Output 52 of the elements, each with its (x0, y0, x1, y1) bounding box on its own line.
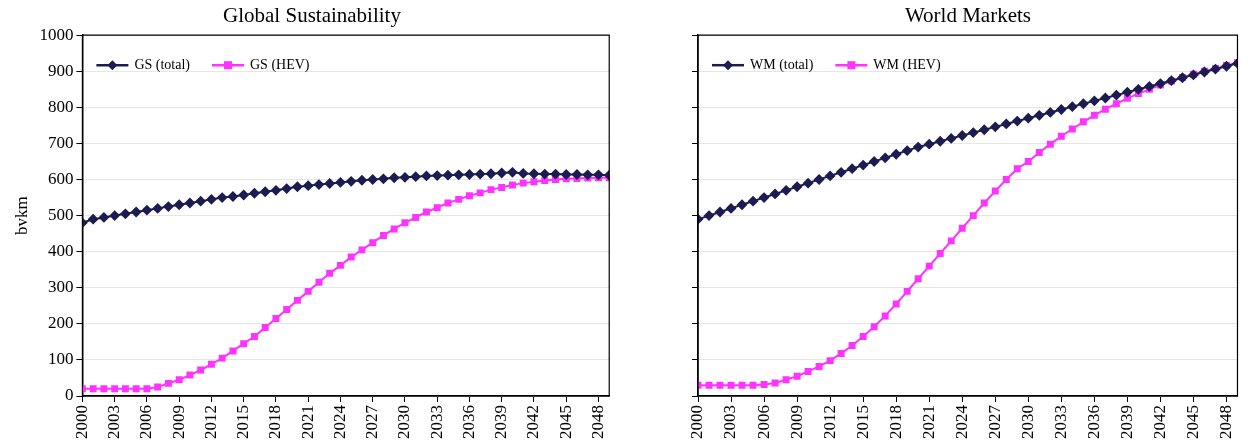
legend-label: GS (HEV) (250, 56, 310, 73)
legend-label: GS (total) (134, 56, 191, 73)
x-tick-label: 2009 (168, 405, 188, 439)
x-tick-label: 2015 (852, 405, 872, 439)
x-tick-label: 2000 (71, 405, 91, 439)
x-tick-label: 2036 (1083, 405, 1103, 439)
x-tick-label: 2042 (523, 405, 543, 439)
chart-title: World Markets (904, 3, 1032, 28)
x-tick-label: 2033 (1050, 405, 1070, 439)
x-tick-label: 2009 (786, 405, 806, 439)
y-tick-label: 100 (47, 349, 74, 369)
x-tick-label: 2045 (1182, 405, 1202, 439)
y-axis-title: bvkm (11, 196, 31, 235)
x-tick-label: 2030 (394, 405, 414, 439)
y-tick-label: 300 (47, 277, 74, 297)
x-tick-label: 2039 (491, 405, 511, 439)
y-tick-label: 800 (47, 96, 74, 116)
x-tick-label: 2033 (426, 405, 446, 439)
x-tick-label: 2006 (753, 405, 773, 439)
y-tick-label: 700 (47, 132, 74, 152)
y-tick-label: 0 (64, 385, 74, 405)
x-tick-label: 2018 (265, 405, 285, 439)
y-tick-label: 200 (47, 313, 74, 333)
x-tick-label: 2006 (136, 405, 156, 439)
y-tick-label: 500 (47, 205, 74, 225)
x-tick-label: 2048 (1215, 405, 1235, 439)
x-tick-label: 2021 (918, 405, 938, 439)
legend-label: WM (HEV) (873, 56, 941, 73)
y-tick-label: 600 (47, 168, 74, 188)
x-tick-label: 2012 (200, 405, 220, 439)
x-tick-label: 2042 (1149, 405, 1169, 439)
y-tick-label: 400 (47, 241, 74, 261)
x-tick-label: 2000 (687, 405, 707, 439)
x-tick-label: 2027 (984, 404, 1004, 439)
x-tick-label: 2003 (104, 405, 124, 439)
x-tick-label: 2024 (951, 404, 971, 439)
x-tick-label: 2048 (587, 405, 607, 439)
x-tick-label: 2027 (362, 404, 382, 439)
y-tick-label: 900 (47, 60, 74, 80)
x-tick-label: 2015 (233, 405, 253, 439)
legend-label: WM (total) (750, 56, 814, 73)
x-tick-label: 2045 (555, 405, 575, 439)
x-tick-label: 2018 (885, 405, 905, 439)
x-tick-label: 2024 (329, 404, 349, 439)
chart-title: Global Sustainability (223, 3, 402, 28)
x-tick-label: 2012 (819, 405, 839, 439)
x-tick-label: 2030 (1017, 405, 1037, 439)
x-tick-label: 2039 (1116, 405, 1136, 439)
x-tick-label: 2021 (297, 405, 317, 439)
x-tick-label: 2003 (720, 405, 740, 439)
y-tick-label: 1000 (39, 24, 74, 44)
x-tick-label: 2036 (458, 405, 478, 439)
